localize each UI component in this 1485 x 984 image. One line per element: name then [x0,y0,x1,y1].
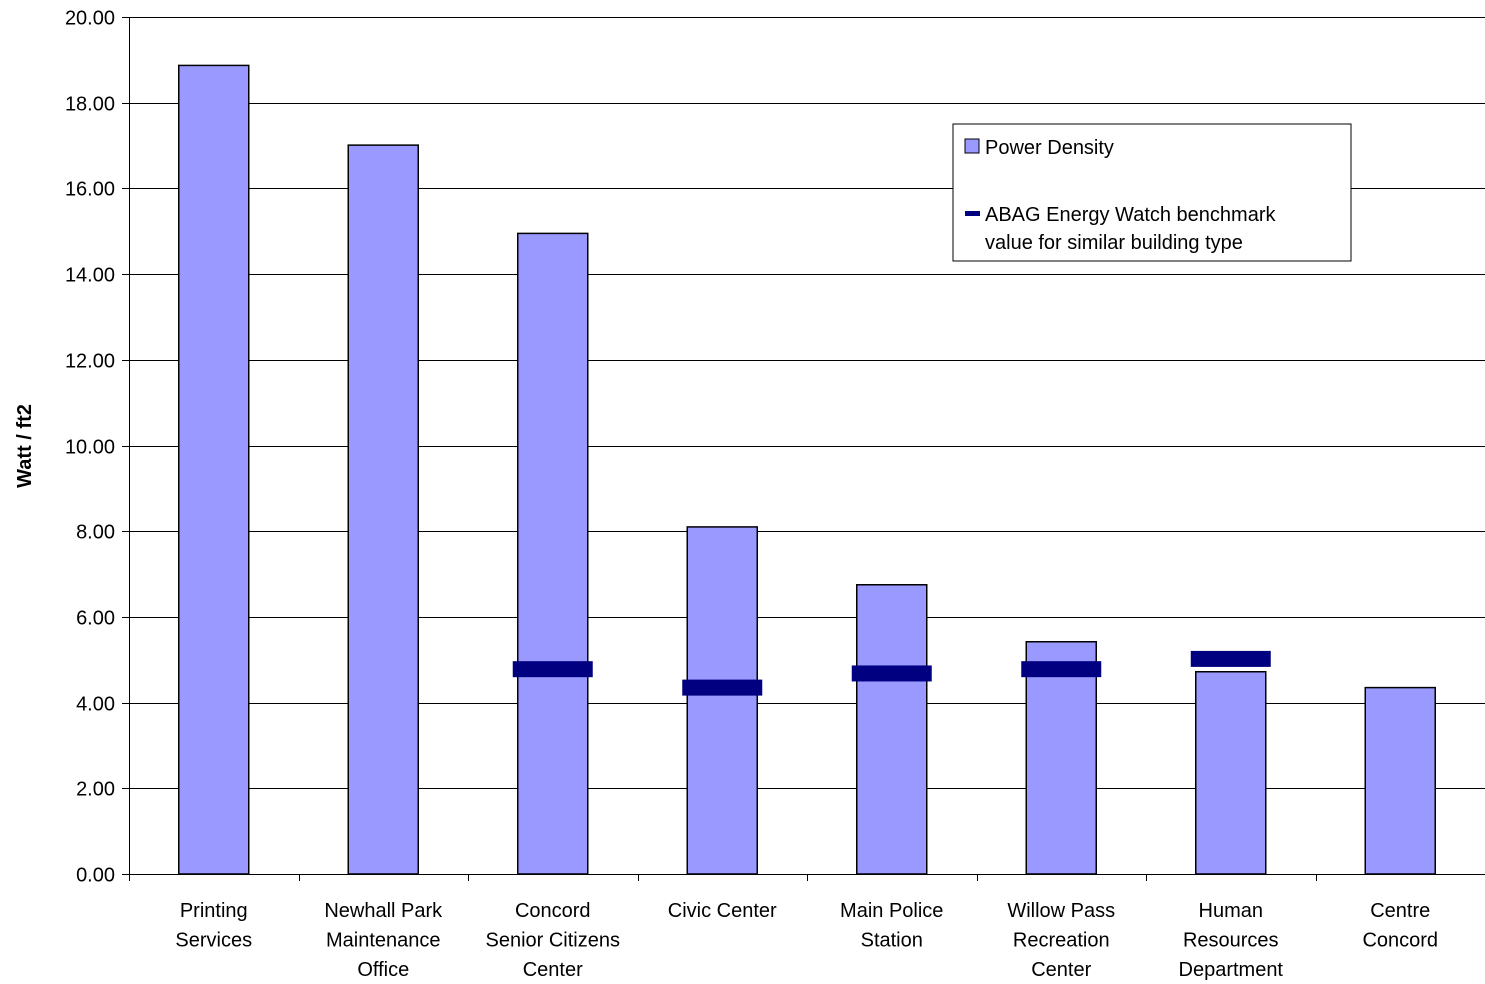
category-label: Station [861,930,923,952]
category-label: Civic Center [668,900,777,922]
bar-power-density [1025,641,1097,875]
benchmark-markers [512,650,1271,696]
bar-power-density [856,584,928,875]
category-label: Concord [1362,930,1438,952]
legend-label-benchmark-line1: ABAG Energy Watch benchmark [985,204,1276,226]
benchmark-marker [512,661,593,678]
y-tick-label: 18.00 [65,94,115,116]
legend-label-power-density: Power Density [985,137,1114,159]
category-label: Printing [180,900,248,922]
category-label: Office [357,959,409,981]
y-tick-label: 8.00 [76,522,115,544]
benchmark-marker [1021,661,1102,678]
legend-swatch-power-density [964,138,980,154]
y-tick-label: 14.00 [65,265,115,287]
category-label: Senior Citizens [485,930,620,952]
category-label: Center [523,959,583,981]
bar-power-density [686,526,758,875]
benchmark-marker [682,679,763,696]
category-label: Newhall Park [324,900,443,922]
x-axis [129,874,1485,881]
bar-power-density [1195,670,1267,875]
benchmark-marker [851,665,932,682]
y-tick-label: 4.00 [76,694,115,716]
category-label: Centre [1370,900,1430,922]
category-label: Services [175,930,252,952]
y-tick-label: 0.00 [76,865,115,887]
y-tick-label: 6.00 [76,608,115,630]
category-label: Human [1199,900,1263,922]
y-tick-label: 2.00 [76,779,115,801]
bar-power-density [517,232,589,875]
category-label: Resources [1183,930,1279,952]
category-label: Maintenance [326,930,441,952]
bar-power-density [178,64,250,875]
bar-power-density [347,144,419,875]
legend-swatch-benchmark [965,211,980,216]
category-label: Recreation [1013,930,1110,952]
y-tick-label: 20.00 [65,8,115,30]
legend: Power Density ABAG Energy Watch benchmar… [952,123,1352,262]
category-label: Department [1179,959,1284,981]
y-tick-label: 12.00 [65,351,115,373]
y-axis-title: Watt / ft2 [14,404,36,488]
y-axis: 0.00 2.00 4.00 6.00 8.00 10.00 12.00 14.00 16.00… [65,8,130,887]
y-tick-label: 10.00 [65,437,115,459]
benchmark-marker [1190,650,1271,667]
bar-power-density [1364,686,1436,875]
y-tick-label: 16.00 [65,179,115,201]
legend-label-benchmark-line2: value for similar building type [985,232,1243,254]
category-label: Willow Pass [1007,900,1115,922]
legend-box [952,123,1352,262]
category-labels: Printing Services Newhall Park Maintenance O… [175,900,1438,981]
category-label: Main Police [840,900,943,922]
category-label: Concord [515,900,591,922]
category-label: Center [1031,959,1091,981]
bars [178,64,1436,875]
